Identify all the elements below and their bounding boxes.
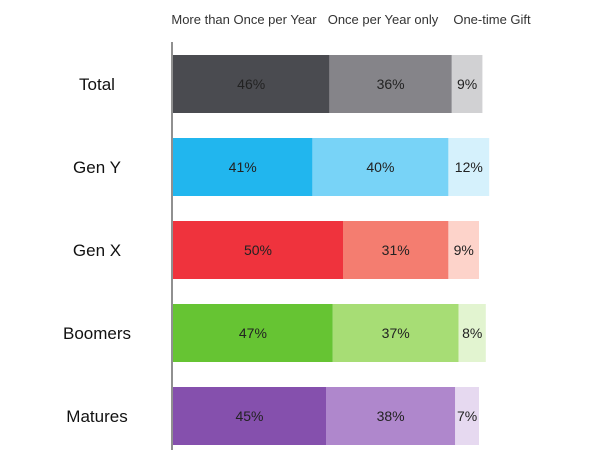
bar-gen-x-one-time-gift bbox=[448, 221, 479, 279]
bar-boomers-once-per-year-only bbox=[332, 304, 459, 362]
bar-gen-x-once-per-year-only bbox=[343, 221, 449, 279]
data-label-gen-y-once-per-year-only: 40% bbox=[366, 159, 394, 175]
legend: More than Once per Year Once per Year on… bbox=[171, 12, 531, 27]
bar-gen-x-more-than-once-per-year bbox=[173, 221, 343, 279]
bar-boomers-one-time-gift bbox=[458, 304, 486, 362]
data-label-matures-one-time-gift: 7% bbox=[457, 408, 477, 424]
data-label-matures-once-per-year-only: 38% bbox=[377, 408, 405, 424]
category-label-gen-y: Gen Y bbox=[73, 158, 121, 177]
category-label-gen-x: Gen X bbox=[73, 241, 121, 260]
bar-matures-more-than-once-per-year bbox=[173, 387, 326, 445]
bar-matures-one-time-gift bbox=[455, 387, 479, 445]
category-label-matures: Matures bbox=[66, 407, 127, 426]
data-label-total-one-time-gift: 9% bbox=[457, 76, 477, 92]
bar-boomers-more-than-once-per-year bbox=[173, 304, 333, 362]
legend-more-than-once-per-year: More than Once per Year bbox=[171, 12, 317, 27]
bar-gen-y-once-per-year-only bbox=[312, 138, 449, 196]
data-label-boomers-one-time-gift: 8% bbox=[462, 325, 482, 341]
data-label-matures-more-than-once-per-year: 45% bbox=[235, 408, 263, 424]
bars-group: Total 46% 36% 9% Gen Y 41% 40% 12% Gen X 50% 31% 9%… bbox=[63, 55, 490, 445]
data-label-boomers-once-per-year-only: 37% bbox=[382, 325, 410, 341]
category-label-total: Total bbox=[79, 75, 115, 94]
data-label-boomers-more-than-once-per-year: 47% bbox=[239, 325, 267, 341]
bar-gen-y-more-than-once-per-year bbox=[173, 138, 313, 196]
bar-gen-y-one-time-gift bbox=[448, 138, 490, 196]
legend-once-per-year-only: Once per Year only bbox=[328, 12, 439, 27]
data-label-total-more-than-once-per-year: 46% bbox=[237, 76, 265, 92]
bar-total-one-time-gift bbox=[451, 55, 483, 113]
legend-one-time-gift: One-time Gift bbox=[453, 12, 531, 27]
data-label-total-once-per-year-only: 36% bbox=[377, 76, 405, 92]
bar-total-more-than-once-per-year bbox=[173, 55, 330, 113]
bar-matures-once-per-year-only bbox=[326, 387, 456, 445]
data-label-gen-x-one-time-gift: 9% bbox=[454, 242, 474, 258]
data-label-gen-y-one-time-gift: 12% bbox=[455, 159, 483, 175]
data-label-gen-x-once-per-year-only: 31% bbox=[382, 242, 410, 258]
data-label-gen-x-more-than-once-per-year: 50% bbox=[244, 242, 272, 258]
data-label-gen-y-more-than-once-per-year: 41% bbox=[229, 159, 257, 175]
category-label-boomers: Boomers bbox=[63, 324, 131, 343]
bar-total-once-per-year-only bbox=[329, 55, 452, 113]
